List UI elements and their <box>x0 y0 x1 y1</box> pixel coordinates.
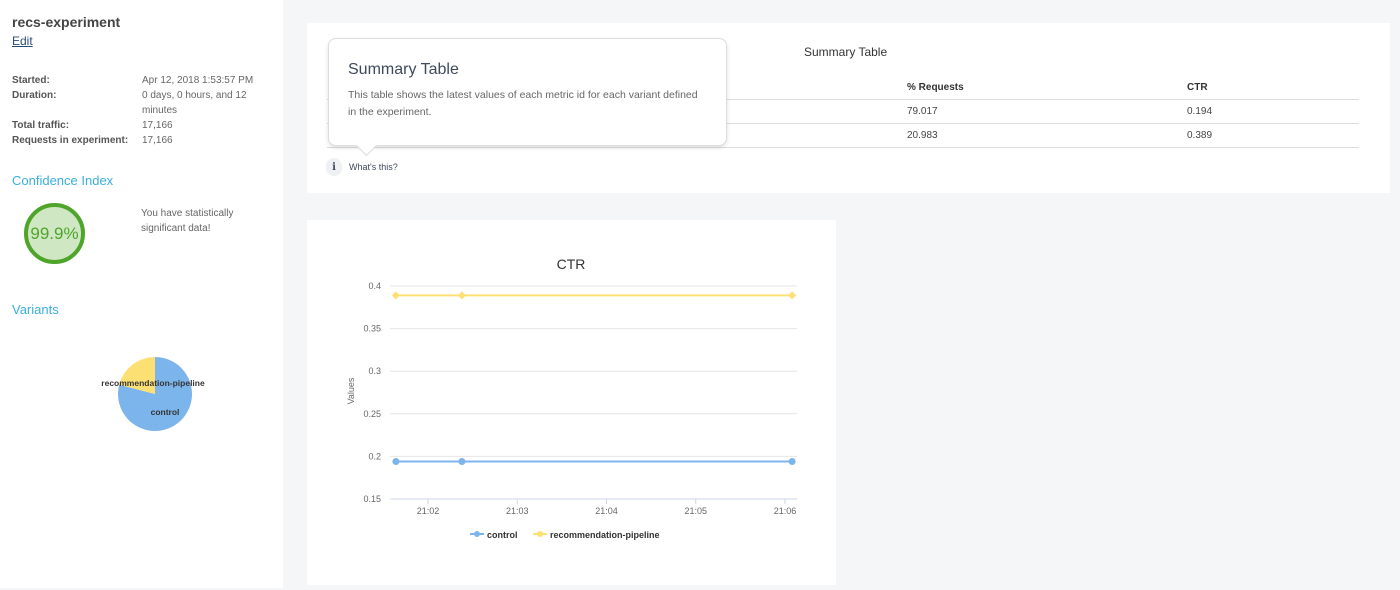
data-point[interactable] <box>392 458 400 466</box>
legend-control[interactable]: control <box>487 530 518 540</box>
chart-legend: control recommendation-pipeline <box>470 530 660 540</box>
confidence-message: You have statistically significant data! <box>141 208 234 234</box>
info-label: Duration: <box>12 90 57 101</box>
confidence-heading: Confidence Index <box>12 173 114 188</box>
y-tick-label: 0.3 <box>368 366 381 376</box>
data-point[interactable] <box>458 458 466 466</box>
variants-pie-chart: recommendation-pipeline control <box>101 357 205 431</box>
x-tick-label: 21:02 <box>417 506 440 516</box>
cell: 0.389 <box>1187 123 1359 148</box>
edit-link[interactable]: Edit <box>12 34 33 48</box>
info-value: Apr 12, 2018 1:53:57 PM <box>142 75 254 86</box>
legend-marker-pipeline <box>537 531 543 537</box>
ctr-chart: CTR Values 0.15 0.2 0.25 0.3 0.35 0.4 21:02 21:… <box>346 256 797 540</box>
x-tick-label: 21:05 <box>684 506 707 516</box>
x-tick-label: 21:04 <box>595 506 618 516</box>
pie-slice-recommendation-pipeline[interactable] <box>119 357 155 394</box>
data-point[interactable] <box>788 458 796 466</box>
info-label: Requests in experiment: <box>12 135 129 146</box>
column-header: % Requests <box>907 78 1187 100</box>
info-value: 17,166 <box>142 135 173 146</box>
info-value: 17,166 <box>142 120 173 131</box>
chart-title: CTR <box>557 256 586 272</box>
tooltip-text: This table shows the latest values of ea… <box>348 89 698 118</box>
info-value: 0 days, 0 hours, and 12 minutes <box>142 90 247 116</box>
pie-label-control: control <box>151 407 180 417</box>
info-label: Total traffic: <box>12 120 70 131</box>
cell: 20.983 <box>907 123 1187 148</box>
y-axis-label: Values <box>346 377 356 404</box>
y-tick-label: 0.2 <box>368 451 381 461</box>
pie-label-recommendation-pipeline: recommendation-pipeline <box>101 378 205 388</box>
summary-title: Summary Table <box>804 45 888 59</box>
column-header: CTR <box>1187 78 1359 100</box>
y-tick-label: 0.35 <box>363 324 381 334</box>
y-tick-label: 0.4 <box>368 281 381 291</box>
ctr-chart-card: CTR Values 0.15 0.2 0.25 0.3 0.35 0.4 21:02 21:… <box>307 220 836 585</box>
tooltip-title: Summary Table <box>348 61 459 78</box>
confidence-gauge: 99.9% <box>24 203 85 264</box>
x-tick-label: 21:06 <box>774 506 797 516</box>
data-point[interactable] <box>457 291 466 300</box>
summary-tooltip: Summary Table This table shows the lates… <box>328 38 727 146</box>
info-icon: i <box>326 158 342 176</box>
data-point[interactable] <box>391 291 400 300</box>
legend-marker-control <box>474 531 480 537</box>
experiment-title: recs-experiment <box>12 14 121 30</box>
sidebar: recs-experiment Edit Started: Apr 12, 201… <box>0 0 283 588</box>
legend-recommendation-pipeline[interactable]: recommendation-pipeline <box>550 530 660 540</box>
info-label: Started: <box>12 75 50 86</box>
whats-this-link[interactable]: i What's this? <box>326 158 398 176</box>
data-point[interactable] <box>788 291 797 300</box>
y-tick-label: 0.15 <box>363 494 381 504</box>
x-tick-label: 21:03 <box>506 506 529 516</box>
cell: 79.017 <box>907 99 1187 124</box>
cell: 0.194 <box>1187 99 1359 124</box>
y-tick-label: 0.25 <box>363 409 381 419</box>
experiment-info: Started: Apr 12, 2018 1:53:57 PM Duration… <box>12 73 262 148</box>
variants-heading: Variants <box>12 302 59 317</box>
whats-this-label: What's this? <box>349 162 398 172</box>
